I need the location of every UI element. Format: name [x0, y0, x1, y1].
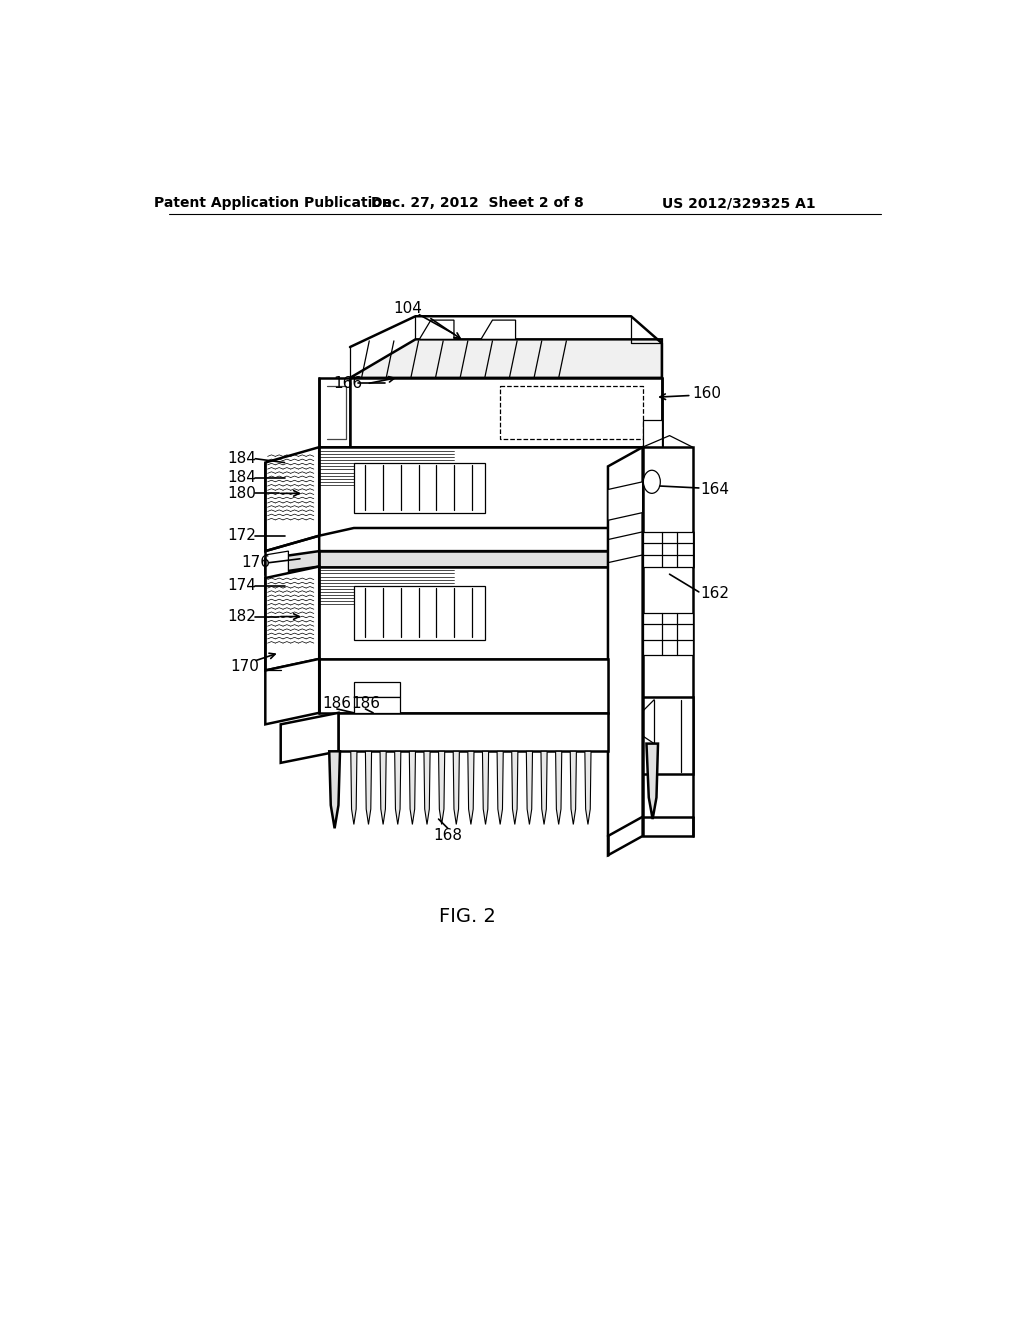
- Polygon shape: [497, 751, 503, 825]
- Polygon shape: [526, 751, 532, 825]
- Polygon shape: [643, 532, 692, 566]
- Polygon shape: [643, 612, 692, 655]
- Polygon shape: [350, 378, 662, 447]
- Text: 172: 172: [227, 528, 257, 544]
- Polygon shape: [319, 528, 643, 552]
- Polygon shape: [354, 462, 484, 512]
- Polygon shape: [646, 743, 658, 818]
- Ellipse shape: [643, 470, 660, 494]
- Text: 162: 162: [700, 586, 729, 601]
- Text: Dec. 27, 2012  Sheet 2 of 8: Dec. 27, 2012 Sheet 2 of 8: [371, 197, 584, 210]
- Polygon shape: [424, 751, 430, 825]
- Polygon shape: [380, 751, 386, 825]
- Polygon shape: [354, 697, 400, 713]
- Polygon shape: [608, 447, 643, 855]
- Text: 168: 168: [433, 829, 462, 843]
- Polygon shape: [468, 751, 474, 825]
- Text: 104: 104: [393, 301, 422, 315]
- Polygon shape: [419, 321, 454, 339]
- Polygon shape: [454, 751, 460, 825]
- Polygon shape: [339, 713, 608, 751]
- Text: 184: 184: [227, 470, 257, 486]
- Polygon shape: [556, 751, 562, 825]
- Polygon shape: [350, 339, 662, 378]
- Polygon shape: [410, 751, 416, 825]
- Text: US 2012/329325 A1: US 2012/329325 A1: [663, 197, 816, 210]
- Text: 186: 186: [351, 696, 380, 711]
- Polygon shape: [265, 447, 319, 552]
- Text: 176: 176: [242, 556, 270, 570]
- Polygon shape: [585, 751, 591, 825]
- Polygon shape: [354, 682, 400, 697]
- Polygon shape: [481, 321, 515, 339]
- Polygon shape: [643, 447, 692, 836]
- Polygon shape: [319, 566, 643, 659]
- Text: 182: 182: [227, 609, 257, 624]
- Polygon shape: [541, 751, 547, 825]
- Text: FIG. 2: FIG. 2: [438, 907, 496, 927]
- Polygon shape: [366, 751, 372, 825]
- Text: 186: 186: [323, 696, 351, 711]
- Polygon shape: [319, 378, 350, 447]
- Polygon shape: [608, 482, 643, 520]
- Polygon shape: [394, 751, 400, 825]
- Polygon shape: [643, 697, 692, 775]
- Polygon shape: [265, 659, 319, 725]
- Polygon shape: [265, 552, 319, 574]
- Polygon shape: [351, 751, 357, 825]
- Polygon shape: [354, 586, 484, 640]
- Polygon shape: [319, 447, 643, 536]
- Polygon shape: [482, 751, 488, 825]
- Text: 164: 164: [700, 482, 729, 498]
- Polygon shape: [319, 552, 643, 566]
- Polygon shape: [330, 751, 340, 829]
- Text: 180: 180: [227, 486, 257, 500]
- Text: 170: 170: [230, 659, 259, 675]
- Text: Patent Application Publication: Patent Application Publication: [155, 197, 392, 210]
- Polygon shape: [438, 751, 444, 825]
- Polygon shape: [512, 751, 518, 825]
- Polygon shape: [265, 566, 319, 671]
- Text: 166: 166: [333, 376, 362, 391]
- Polygon shape: [643, 420, 662, 447]
- Text: 160: 160: [692, 385, 722, 401]
- Polygon shape: [570, 751, 577, 825]
- Text: 184: 184: [227, 451, 257, 466]
- Text: 174: 174: [227, 578, 257, 593]
- Polygon shape: [319, 659, 608, 713]
- Polygon shape: [281, 713, 339, 763]
- Polygon shape: [265, 552, 289, 578]
